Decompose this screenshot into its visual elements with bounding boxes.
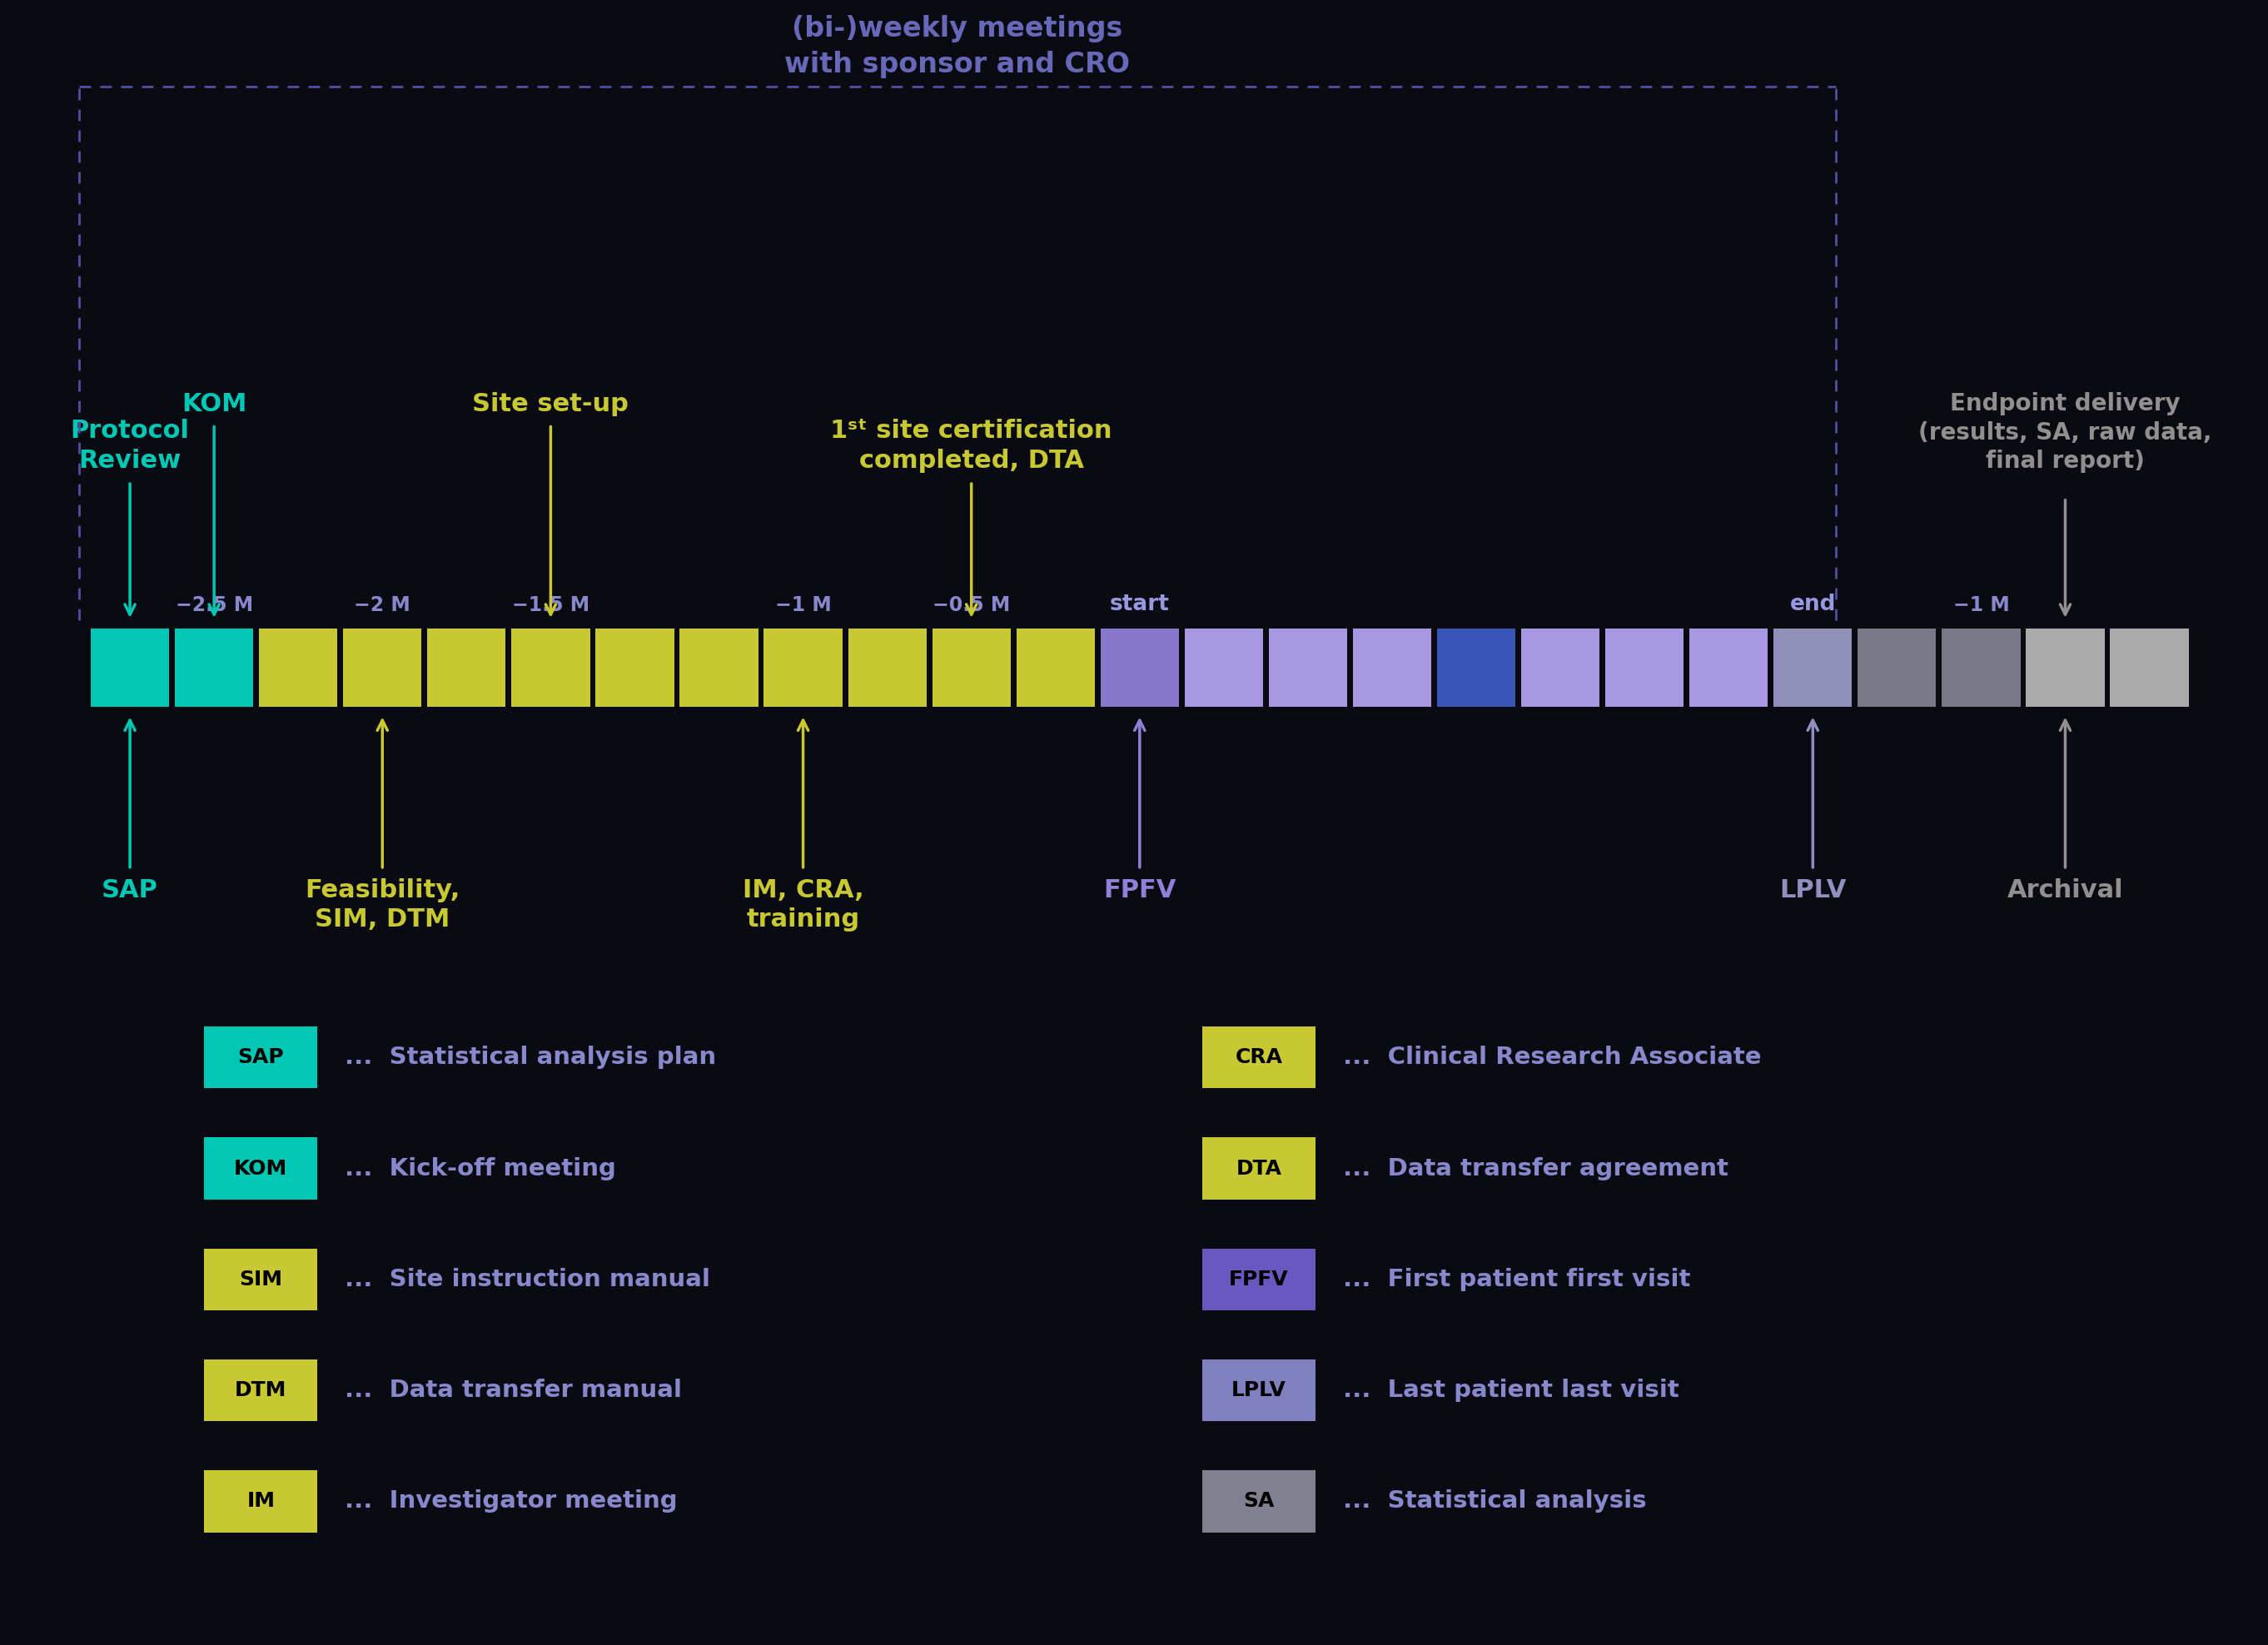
Text: ...  Kick-off meeting: ... Kick-off meeting	[345, 1156, 617, 1179]
Text: −0.5 M: −0.5 M	[932, 595, 1009, 615]
Text: Feasibility,
SIM, DTM: Feasibility, SIM, DTM	[304, 878, 460, 933]
Bar	[764, 628, 841, 707]
Text: 1ˢᵗ site certification
completed, DTA: 1ˢᵗ site certification completed, DTA	[830, 419, 1111, 474]
Bar	[1606, 628, 1683, 707]
Bar	[596, 628, 674, 707]
Bar	[1202, 1249, 1315, 1311]
Bar	[1690, 628, 1769, 707]
Text: ...  Statistical analysis: ... Statistical analysis	[1343, 1490, 1647, 1513]
Bar	[1202, 1471, 1315, 1533]
Bar	[1352, 628, 1431, 707]
Text: −2 M: −2 M	[354, 595, 411, 615]
Bar	[1202, 1026, 1315, 1089]
Text: DTA: DTA	[1236, 1158, 1281, 1178]
Bar	[1100, 628, 1179, 707]
Bar	[204, 1026, 318, 1089]
Text: ...  Data transfer agreement: ... Data transfer agreement	[1343, 1156, 1728, 1179]
Text: Site set-up: Site set-up	[472, 392, 628, 416]
Bar	[204, 1249, 318, 1311]
Bar	[342, 628, 422, 707]
Text: LPLV: LPLV	[1780, 878, 1846, 901]
Text: CRA: CRA	[1236, 1048, 1281, 1068]
Text: FPFV: FPFV	[1102, 878, 1177, 901]
Text: ...  Investigator meeting: ... Investigator meeting	[345, 1490, 678, 1513]
Text: KOM: KOM	[234, 1158, 288, 1178]
Text: ...  Site instruction manual: ... Site instruction manual	[345, 1268, 710, 1291]
Bar	[91, 628, 170, 707]
Text: −1 M: −1 M	[776, 595, 832, 615]
Bar	[1522, 628, 1599, 707]
Bar	[932, 628, 1012, 707]
Bar	[848, 628, 928, 707]
Bar	[1202, 1359, 1315, 1421]
Bar	[1774, 628, 1853, 707]
Text: −2.5 M: −2.5 M	[175, 595, 252, 615]
Text: ...  Last patient last visit: ... Last patient last visit	[1343, 1379, 1678, 1402]
Bar	[1857, 628, 1937, 707]
Text: FPFV: FPFV	[1229, 1270, 1288, 1290]
Text: SAP: SAP	[102, 878, 159, 901]
Text: ...  First patient first visit: ... First patient first visit	[1343, 1268, 1690, 1291]
Bar	[426, 628, 506, 707]
Text: SIM: SIM	[238, 1270, 284, 1290]
Bar	[204, 1359, 318, 1421]
Bar	[513, 628, 590, 707]
Bar	[2025, 628, 2105, 707]
Bar	[1202, 1137, 1315, 1199]
Bar	[2109, 628, 2189, 707]
Text: Protocol
Review: Protocol Review	[70, 419, 191, 474]
Text: end: end	[1789, 594, 1835, 615]
Text: KOM: KOM	[181, 392, 247, 416]
Text: DTM: DTM	[236, 1380, 286, 1400]
Bar	[204, 1471, 318, 1533]
Text: IM: IM	[247, 1492, 274, 1512]
Text: SAP: SAP	[238, 1048, 284, 1068]
Text: SA: SA	[1243, 1492, 1275, 1512]
Text: −1 M: −1 M	[1953, 595, 2009, 615]
Text: Archival: Archival	[2007, 878, 2123, 901]
Bar	[1268, 628, 1347, 707]
Text: −1.5 M: −1.5 M	[513, 595, 590, 615]
Bar	[1184, 628, 1263, 707]
Bar	[259, 628, 338, 707]
Text: ...  Statistical analysis plan: ... Statistical analysis plan	[345, 1046, 717, 1069]
Bar	[204, 1137, 318, 1199]
Text: start: start	[1109, 594, 1170, 615]
Text: Endpoint delivery
(results, SA, raw data,
final report): Endpoint delivery (results, SA, raw data…	[1919, 392, 2211, 474]
Text: IM, CRA,
training: IM, CRA, training	[742, 878, 864, 933]
Text: LPLV: LPLV	[1232, 1380, 1286, 1400]
Text: ...  Data transfer manual: ... Data transfer manual	[345, 1379, 683, 1402]
Bar	[680, 628, 758, 707]
Bar	[1941, 628, 2021, 707]
Text: ...  Clinical Research Associate: ... Clinical Research Associate	[1343, 1046, 1760, 1069]
Bar	[1438, 628, 1515, 707]
Bar	[1016, 628, 1095, 707]
Bar	[175, 628, 254, 707]
Text: (bi-)weekly meetings
with sponsor and CRO: (bi-)weekly meetings with sponsor and CR…	[785, 15, 1129, 79]
